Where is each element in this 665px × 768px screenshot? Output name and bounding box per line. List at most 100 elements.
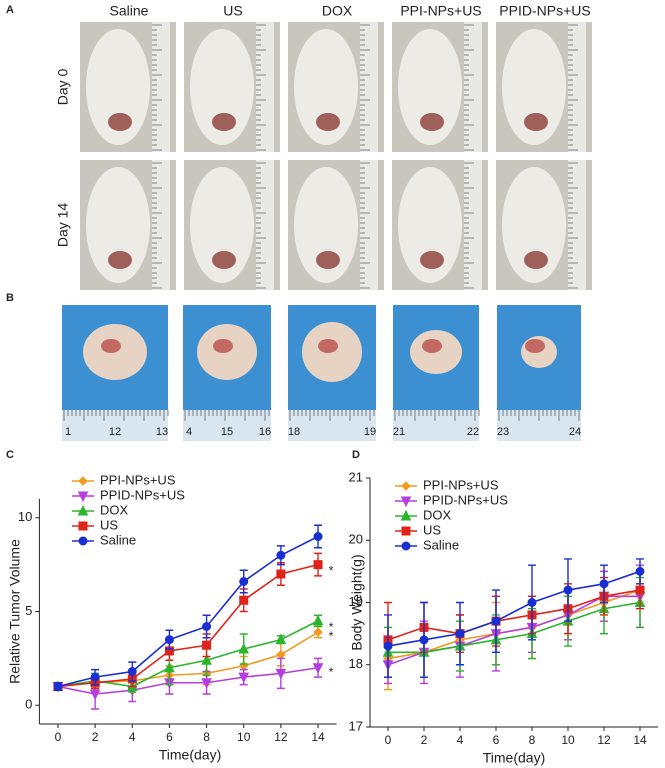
marker xyxy=(313,532,323,541)
marker xyxy=(78,536,88,546)
ruler-label: 1 xyxy=(65,426,71,438)
marker xyxy=(201,678,212,689)
marker xyxy=(275,633,287,645)
series xyxy=(383,558,645,678)
tumor xyxy=(420,113,444,131)
ruler xyxy=(568,22,586,152)
x-tick-label: 10 xyxy=(561,733,575,747)
annotation: * xyxy=(329,665,334,679)
series-line xyxy=(57,666,319,695)
marker xyxy=(239,595,249,605)
x-tick-label: 0 xyxy=(385,733,392,747)
tumor xyxy=(524,251,548,269)
mouse xyxy=(86,167,150,283)
ruler xyxy=(152,160,170,290)
tumor xyxy=(420,251,444,269)
column-label: Saline xyxy=(110,3,149,19)
legend-label: PPI-NPs+US xyxy=(100,472,176,487)
ruler xyxy=(288,410,376,441)
marker xyxy=(276,649,286,660)
mouse xyxy=(294,29,358,145)
panel-label: D xyxy=(352,449,360,461)
marker xyxy=(164,635,174,645)
series-line xyxy=(57,535,319,688)
ruler xyxy=(464,160,482,290)
marker xyxy=(202,622,212,631)
marker xyxy=(563,585,573,595)
ruler xyxy=(183,410,271,441)
x-tick-label: 4 xyxy=(129,730,136,744)
tumor-spot xyxy=(422,339,442,353)
ruler xyxy=(62,410,168,441)
legend-label: US xyxy=(423,522,441,537)
tumor xyxy=(212,113,236,131)
tumor xyxy=(108,113,132,131)
mouse xyxy=(502,29,566,145)
x-tick-label: 8 xyxy=(203,730,210,744)
series-line xyxy=(387,589,641,641)
ruler xyxy=(360,22,378,152)
series-line xyxy=(388,601,641,654)
legend-label: PPID-NPs+US xyxy=(100,487,185,502)
ruler-label: 22 xyxy=(467,426,479,438)
column-label: PPI-NPs+US xyxy=(400,3,481,19)
x-tick-label: 0 xyxy=(55,730,62,744)
tumor xyxy=(524,113,548,131)
marker xyxy=(201,654,212,665)
x-tick-label: 12 xyxy=(597,733,611,747)
ruler-label: 12 xyxy=(109,426,121,438)
y-tick-label: 18 xyxy=(349,656,363,671)
ruler xyxy=(256,22,274,152)
mouse xyxy=(294,167,358,283)
legend-label: DOX xyxy=(423,507,452,522)
mouse xyxy=(190,29,254,145)
x-tick-label: 14 xyxy=(311,730,325,744)
column-label: PPID-NPs+US xyxy=(499,3,590,19)
marker xyxy=(312,663,324,674)
tumor xyxy=(108,251,132,269)
annotation: * xyxy=(329,564,334,578)
y-tick-label: 10 xyxy=(18,509,32,524)
legend-label: PPID-NPs+US xyxy=(423,492,508,507)
y-tick-label: 20 xyxy=(349,532,363,547)
annotation: * xyxy=(329,629,334,643)
legend-label: Saline xyxy=(423,537,459,552)
y-tick-label: 5 xyxy=(25,603,32,618)
x-axis-label: Time(day) xyxy=(483,750,546,766)
x-axis-label: Time(day) xyxy=(159,747,222,763)
marker xyxy=(77,491,89,503)
marker xyxy=(238,672,250,684)
x-tick-label: 6 xyxy=(166,730,173,744)
marker xyxy=(400,496,412,508)
marker xyxy=(401,541,411,551)
tumor-spot xyxy=(213,339,233,353)
marker xyxy=(239,577,249,586)
tumor-spot xyxy=(318,339,338,353)
mouse xyxy=(398,167,462,283)
x-tick-label: 14 xyxy=(633,733,647,747)
marker xyxy=(401,526,411,536)
mouse xyxy=(502,167,566,283)
ruler-label: 24 xyxy=(569,426,581,438)
marker xyxy=(491,616,501,626)
tumor xyxy=(316,251,340,269)
y-tick-label: 17 xyxy=(349,718,363,733)
y-tick-label: 19 xyxy=(349,594,363,609)
marker xyxy=(313,560,323,570)
marker xyxy=(78,476,88,486)
x-tick-label: 2 xyxy=(421,733,428,747)
ruler-label: 18 xyxy=(288,426,300,438)
ruler-label: 4 xyxy=(186,426,192,438)
panel-label: A xyxy=(6,4,14,16)
marker xyxy=(90,672,100,682)
row-label: Day 14 xyxy=(55,203,71,248)
marker xyxy=(276,550,286,560)
marker xyxy=(53,682,63,691)
column-label: US xyxy=(223,3,242,19)
x-tick-label: 2 xyxy=(92,730,99,744)
marker xyxy=(401,481,411,491)
legend-label: DOX xyxy=(100,502,129,517)
row-label: Day 0 xyxy=(55,69,71,106)
marker xyxy=(383,641,393,651)
